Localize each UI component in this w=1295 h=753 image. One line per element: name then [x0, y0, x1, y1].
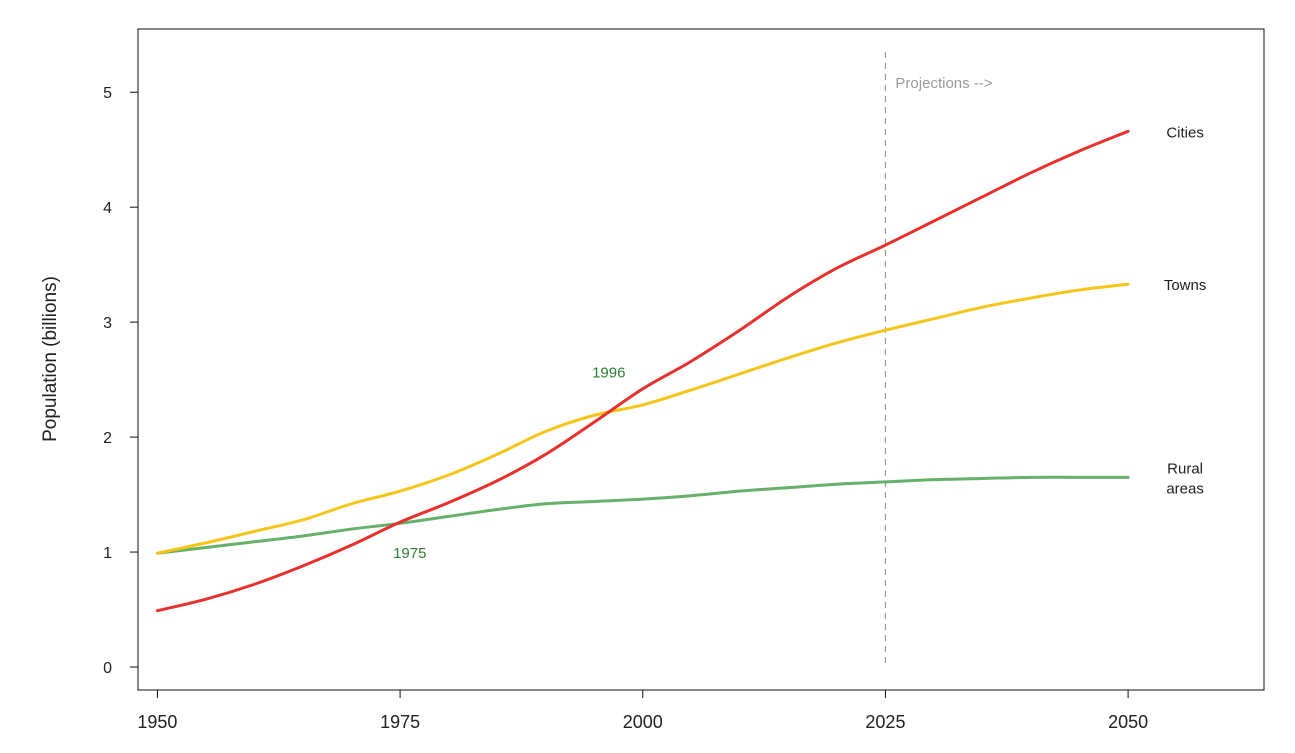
series-group — [155, 129, 1130, 613]
y-tick-label: 3 — [103, 315, 112, 332]
y-tick-label: 1 — [103, 545, 112, 562]
plot-frame — [137, 28, 1265, 691]
x-tick-label: 2025 — [865, 712, 905, 732]
y-axis-label: Population (billions) — [40, 276, 61, 442]
y-tick-label: 2 — [103, 430, 112, 447]
crossover-annotation: 1996 — [592, 364, 625, 381]
y-tick-label: 5 — [103, 85, 112, 102]
x-tick-label: 1975 — [380, 712, 420, 732]
x-tick-label: 2050 — [1108, 712, 1148, 732]
projection-label: Projections --> — [895, 75, 992, 92]
annotations: 1975 1996 — [393, 364, 625, 561]
axis-ticks: 1950 1975 2000 2025 2050 0 1 2 3 4 5 — [103, 85, 1148, 732]
crossover-annotation: 1975 — [393, 545, 426, 562]
series-label-rural-areas: Rural areas — [1166, 460, 1204, 497]
y-tick-label: 4 — [103, 200, 112, 217]
series-label-cities: Cities — [1166, 124, 1204, 141]
series-label-towns: Towns — [1164, 277, 1207, 294]
y-tick-label: 0 — [103, 660, 112, 677]
series-labels: Cities Towns Rural areas — [1164, 124, 1207, 497]
series-line-cities — [155, 129, 1130, 613]
series-line-rural-areas — [155, 475, 1130, 555]
x-tick-label: 2000 — [623, 712, 663, 732]
x-tick-label: 1950 — [137, 712, 177, 732]
series-line-towns — [155, 282, 1130, 555]
